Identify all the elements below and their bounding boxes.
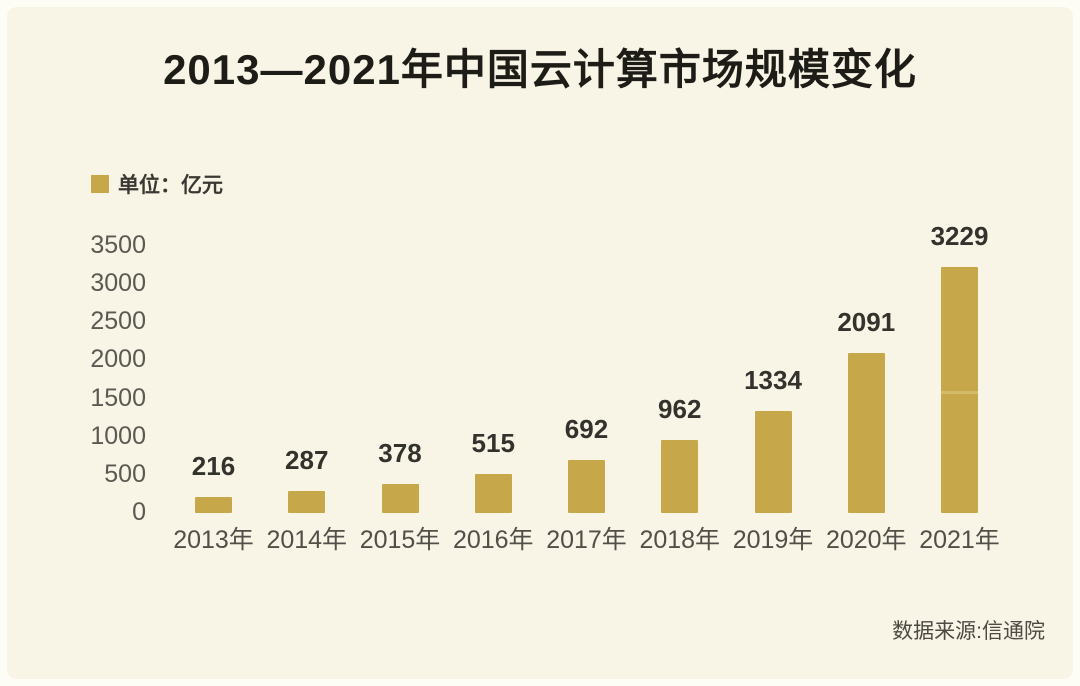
- x-axis-category-label: 2021年: [919, 526, 1000, 554]
- chart-background-panel: [7, 7, 1073, 679]
- bar: [754, 411, 792, 513]
- legend: 单位：亿元: [91, 169, 223, 199]
- y-axis-tick-label: 1000: [90, 421, 146, 450]
- bar-value-label: 962: [658, 393, 702, 424]
- y-axis-tick-label: 3000: [90, 269, 146, 298]
- bar: [381, 484, 419, 513]
- x-axis-category-label: 2015年: [359, 526, 441, 554]
- chart-title: 2013—2021年中国云计算市场规模变化: [163, 46, 917, 93]
- y-axis-tick-label: 500: [104, 459, 146, 488]
- y-axis-tick-label: 2000: [90, 345, 146, 374]
- x-axis-category-label: 2020年: [825, 526, 907, 554]
- data-source-label: 数据来源:信通院: [892, 620, 1045, 643]
- bar: [847, 353, 885, 513]
- legend-unit-label: 单位：亿元: [118, 174, 223, 197]
- x-axis-category-label: 2016年: [452, 526, 534, 554]
- x-axis-category-label: 2019年: [732, 526, 814, 554]
- y-axis-tick-label: 2500: [90, 307, 146, 336]
- x-axis-category-label: 2017年: [546, 526, 627, 554]
- bar: [195, 496, 232, 513]
- bar-chart-plot-area: 0 500 1000 1500 2000 2500 3000 3500 216 2013年 287 2…: [90, 220, 1000, 554]
- bar: [941, 266, 978, 513]
- bar: [661, 439, 699, 513]
- bar-value-label: 692: [564, 414, 609, 445]
- bar-value-label: 2091: [837, 307, 896, 338]
- bar: [474, 473, 512, 513]
- bar: [288, 491, 326, 513]
- bar: [568, 460, 605, 513]
- bar-value-label: 378: [378, 438, 422, 469]
- bar-value-label: 287: [285, 445, 329, 476]
- bar-seam-line: [941, 390, 978, 394]
- x-axis-category-label: 2014年: [266, 526, 348, 554]
- y-axis-tick-label: 0: [132, 498, 146, 526]
- y-axis-tick-label: 1500: [90, 383, 146, 412]
- x-axis-category-label: 2013年: [173, 526, 254, 554]
- bar-value-label: 3229: [930, 220, 989, 251]
- bar-value-label: 216: [191, 450, 236, 481]
- legend-swatch-icon: [91, 175, 109, 193]
- bar-value-label: 515: [471, 427, 515, 458]
- bar-value-label: 1334: [744, 365, 802, 396]
- y-axis-tick-label: 3500: [90, 231, 146, 259]
- x-axis-category-label: 2018年: [639, 526, 721, 554]
